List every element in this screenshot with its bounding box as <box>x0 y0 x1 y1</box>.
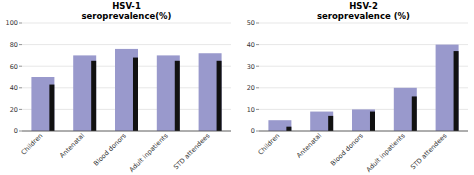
bars <box>31 49 221 131</box>
bar-light <box>157 55 180 131</box>
y-tick-label: 20 <box>10 106 18 114</box>
title: HSV-2seroprevalence (%) <box>317 1 410 21</box>
x-tick-label: Antenatal <box>295 132 323 160</box>
y-tick <box>256 66 259 67</box>
bar-dark <box>286 127 291 131</box>
y-tick-label: 60 <box>10 63 18 71</box>
y-tick <box>256 109 259 110</box>
x-axis <box>22 131 231 132</box>
y-tick <box>19 66 22 67</box>
grid-line <box>259 131 468 132</box>
bar-dark <box>217 61 222 131</box>
y-tick-label: 50 <box>247 19 255 27</box>
x-tick-label: Children <box>257 132 282 157</box>
title-line: HSV-2 <box>349 1 378 11</box>
title: HSV-1seroprevalence(%) <box>82 1 172 21</box>
y-tick-label: 0 <box>251 127 255 135</box>
bar-light <box>268 120 291 131</box>
title-line: seroprevalence(%) <box>82 11 172 21</box>
bar-dark <box>133 58 138 131</box>
x-tick-label: STD attendees <box>409 131 449 171</box>
y-tick <box>256 23 259 24</box>
bar-light <box>394 88 417 131</box>
y-tick <box>256 44 259 45</box>
bar-dark <box>91 61 96 131</box>
y-tick-label: 10 <box>247 106 255 114</box>
grid-line <box>22 44 231 45</box>
y-tick <box>256 131 259 132</box>
panel: HSV-2seroprevalence (%) 0 10 20 30 40 50 Childr… <box>247 1 468 174</box>
title-line: seroprevalence (%) <box>317 11 410 21</box>
bar-dark <box>175 61 180 131</box>
y-tick-label: 100 <box>6 19 18 27</box>
chart-svg: HSV-1seroprevalence(%)020406080100Childr… <box>0 0 474 175</box>
bar-dark <box>454 51 459 131</box>
y-tick <box>19 109 22 110</box>
x-tick-label: Adult inpatients <box>365 131 407 173</box>
bar-light <box>436 45 459 131</box>
grid-line <box>22 23 231 24</box>
x-tick-label: Blood donors <box>329 131 365 167</box>
bar-light <box>352 109 375 131</box>
y-tick-label: 80 <box>10 41 18 49</box>
y-tick-label: 40 <box>247 41 255 49</box>
bar-light <box>310 112 333 131</box>
y-tick <box>19 87 22 88</box>
x-tick-label: Blood donors <box>92 131 128 167</box>
x-tick-label: Antenatal <box>58 132 86 160</box>
grid-line <box>22 131 231 132</box>
x-tick-label: Children <box>20 132 45 157</box>
x-tick-label: STD attendees <box>172 131 212 171</box>
chart-container: HSV-1seroprevalence(%)020406080100Childr… <box>0 0 474 175</box>
bar-light <box>199 53 222 131</box>
y-tick <box>19 44 22 45</box>
y-tick-label: 40 <box>10 84 18 92</box>
y-tick-label: 20 <box>247 84 255 92</box>
bar-light <box>115 49 138 131</box>
y-tick-label: 0 <box>14 127 18 135</box>
bar-light <box>31 77 54 131</box>
y-tick <box>256 87 259 88</box>
bar-light <box>73 55 96 131</box>
y-tick-label: 30 <box>247 63 255 71</box>
title-line: HSV-1 <box>112 1 141 11</box>
bar-dark <box>328 116 333 131</box>
bar-dark <box>49 85 54 131</box>
bar-dark <box>370 112 375 131</box>
y-tick <box>19 131 22 132</box>
grid-line <box>259 23 468 24</box>
bar-dark <box>412 96 417 131</box>
panel: HSV-1seroprevalence(%) 0 20 40 60 80 100 Childr… <box>6 1 231 174</box>
x-axis <box>259 131 468 132</box>
y-tick <box>19 23 22 24</box>
bars <box>268 45 458 131</box>
x-tick-label: Adult inpatients <box>128 131 170 173</box>
